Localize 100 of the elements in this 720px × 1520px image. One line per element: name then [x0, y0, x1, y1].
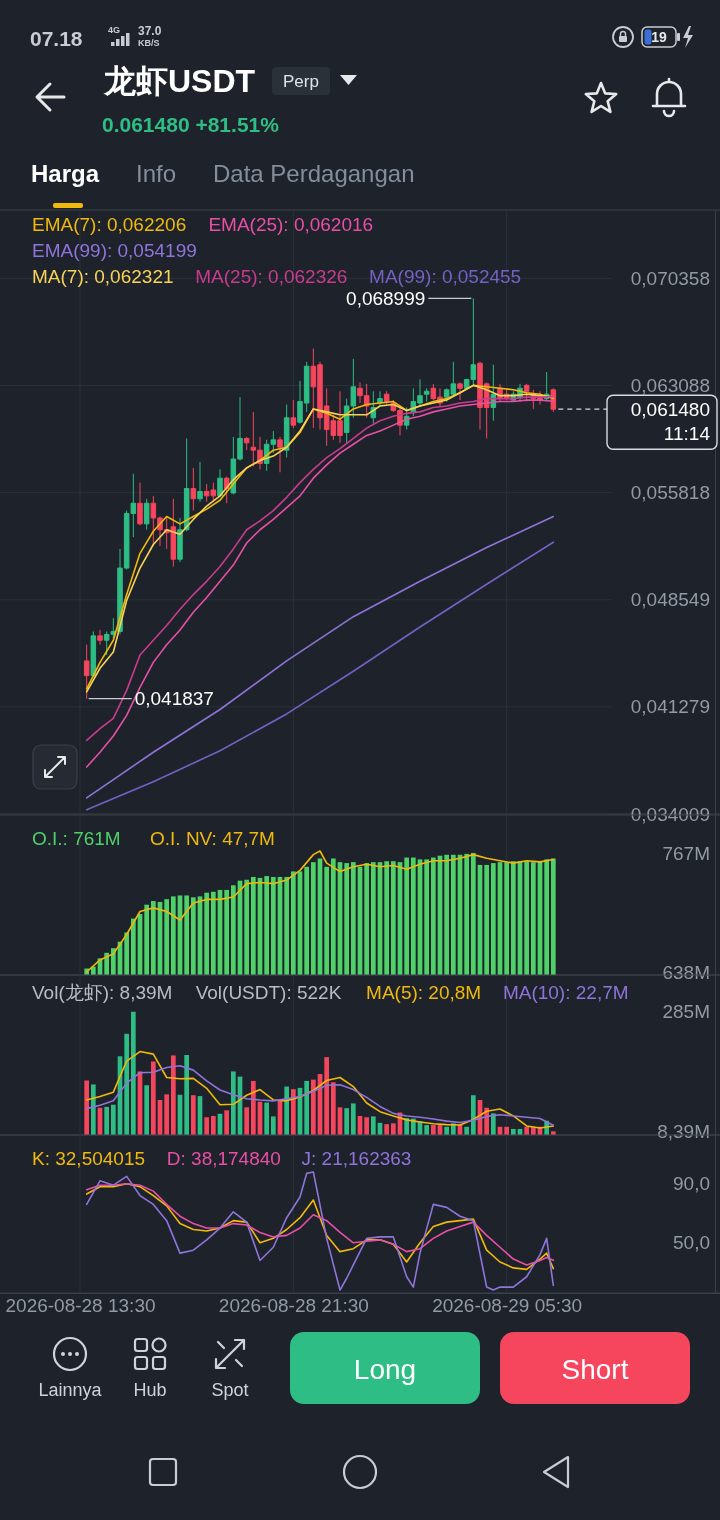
y-tick-label: 0,063088 — [630, 375, 710, 397]
candlestick — [177, 517, 183, 563]
candlestick — [137, 482, 143, 526]
series-label: O.I. NV: 47,7M — [150, 827, 275, 849]
text: KB/S — [138, 38, 160, 48]
bar — [524, 1126, 529, 1135]
bar — [231, 1071, 236, 1135]
bar — [464, 1126, 469, 1135]
bar — [151, 1061, 156, 1135]
text: 4G — [108, 25, 121, 35]
candlestick — [90, 630, 97, 678]
candlestick — [383, 390, 390, 405]
y-tick-label: 0,070358 — [630, 267, 710, 289]
text: 19 — [651, 29, 667, 45]
candlestick — [190, 467, 197, 512]
text: Data Perdagangan — [213, 159, 415, 187]
text: MA(5): 20,8M — [366, 981, 482, 1003]
text: Harga — [31, 159, 100, 187]
bar — [251, 1080, 256, 1135]
bar — [244, 1107, 249, 1135]
bar — [491, 1113, 496, 1135]
candlestick — [183, 437, 190, 532]
text: Short — [561, 1353, 629, 1385]
y-tick-label: 90,0 — [673, 1173, 710, 1195]
text: MA(25): 0,062326 — [195, 265, 348, 287]
series-label: K: 32,504015 — [32, 1147, 146, 1169]
bar — [184, 1055, 189, 1135]
y-tick-label: 285M — [662, 1001, 710, 1023]
bar — [351, 1103, 356, 1135]
bar — [371, 1116, 376, 1135]
bar — [264, 1102, 269, 1135]
bar — [224, 1110, 229, 1135]
y-tick-label: 0,034009 — [630, 803, 710, 825]
text: 37.0 — [138, 24, 162, 38]
y-tick-label: 0,048549 — [630, 589, 710, 611]
ref-line-label: 0,061480 — [630, 398, 710, 420]
x-tick-label: 2026-08-28 21:30 — [218, 1295, 369, 1317]
text: EMA(25): 0,062016 — [208, 213, 374, 235]
candlestick — [97, 629, 103, 646]
bar — [164, 1094, 169, 1135]
bar — [384, 1124, 389, 1135]
text: O.I.: 761M — [32, 827, 121, 849]
bar — [191, 1095, 196, 1135]
text: Info — [136, 159, 177, 187]
candlestick — [197, 461, 203, 503]
x-tick-label: 2026-08-29 05:30 — [432, 1295, 583, 1317]
y-tick-label: 767M — [662, 842, 710, 864]
candlestick — [143, 498, 150, 531]
candlestick — [283, 404, 290, 459]
line-series — [85, 1065, 555, 1126]
series-label: J: 21,162363 — [301, 1147, 412, 1169]
series-label: Vol(龙虾): 8,39M — [32, 981, 173, 1003]
line-series — [85, 1050, 555, 1129]
candlestick — [277, 436, 283, 473]
candlestick — [523, 383, 530, 403]
bar — [291, 1089, 296, 1135]
bar — [304, 1080, 309, 1135]
text: 0.061480 +81.51% — [102, 112, 280, 136]
text: MA(7): 0,062321 — [32, 265, 174, 287]
text: EMA(7): 0,062206 — [32, 213, 187, 235]
y-tick-label: 638M — [662, 961, 710, 983]
bar — [364, 1117, 369, 1135]
text: Perp — [283, 71, 319, 91]
candlestick — [290, 399, 297, 429]
bar — [111, 1104, 116, 1135]
bar — [84, 1080, 89, 1135]
text: Lainnya — [38, 1380, 103, 1400]
bar — [391, 1123, 396, 1135]
bar — [171, 1055, 176, 1135]
line-series — [85, 1171, 555, 1291]
y-tick-label: 0,055818 — [630, 482, 710, 504]
bar — [444, 1126, 449, 1135]
annotation: 11:14 — [663, 422, 711, 444]
text: 07.18 — [30, 26, 83, 50]
text: MA(99): 0,052455 — [369, 265, 522, 287]
bar — [211, 1115, 216, 1135]
annotation: 0,041837 — [134, 688, 214, 710]
candlestick — [423, 387, 430, 403]
text: 龙虾USDT — [103, 63, 256, 99]
bar — [271, 1116, 276, 1135]
text: MA(10): 22,7M — [502, 981, 629, 1003]
annotation: Vol(USDT): 522K — [195, 981, 342, 1003]
y-tick-label: 50,0 — [673, 1232, 710, 1254]
text: EMA(99): 0,054199 — [32, 239, 197, 261]
candlestick — [83, 644, 90, 700]
bar — [344, 1108, 349, 1135]
bar — [91, 1084, 96, 1135]
bar — [104, 1106, 109, 1135]
y-tick-label: 0,041279 — [630, 696, 710, 718]
annotation: 0,068999 — [346, 287, 426, 309]
bar — [331, 1082, 336, 1135]
candlestick — [243, 436, 250, 451]
bar — [431, 1125, 436, 1135]
bar — [424, 1125, 429, 1135]
bar — [144, 1085, 149, 1135]
bar — [131, 1011, 136, 1135]
bar — [204, 1117, 209, 1135]
text: Hub — [133, 1380, 167, 1400]
bar — [504, 1126, 509, 1135]
bar — [471, 1095, 476, 1135]
